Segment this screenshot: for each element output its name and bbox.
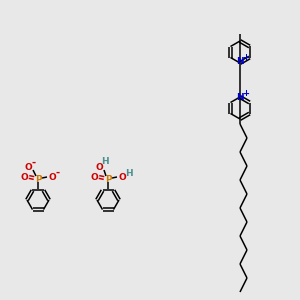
- Text: +: +: [242, 52, 250, 62]
- Text: -: -: [32, 158, 36, 168]
- Text: H: H: [125, 169, 133, 178]
- Text: +: +: [242, 89, 250, 98]
- Text: N: N: [236, 58, 244, 67]
- Text: P: P: [105, 175, 111, 184]
- Text: O: O: [48, 172, 56, 182]
- Text: O: O: [118, 172, 126, 182]
- Text: P: P: [35, 175, 41, 184]
- Text: O: O: [95, 163, 103, 172]
- Text: N: N: [236, 94, 244, 103]
- Text: -: -: [56, 168, 60, 178]
- Text: H: H: [101, 158, 109, 166]
- Text: O: O: [20, 172, 28, 182]
- Text: O: O: [24, 163, 32, 172]
- Text: O: O: [90, 172, 98, 182]
